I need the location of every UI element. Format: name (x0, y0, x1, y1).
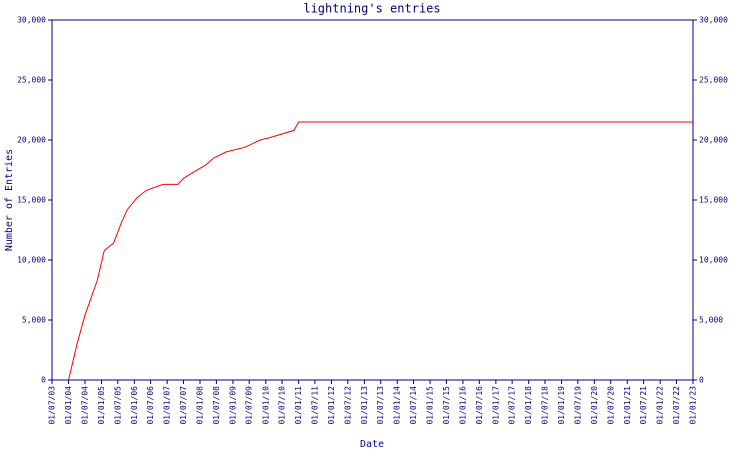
y-tick-label: 20,000 (17, 136, 46, 145)
y-tick-label: 0 (41, 376, 46, 385)
y2-tick-label: 30,000 (699, 16, 728, 25)
y-axis-label: Number of Entries (4, 149, 15, 251)
y-tick-label: 5,000 (22, 316, 46, 325)
x-tick-label: 01/07/21 (639, 386, 648, 425)
x-tick-label: 01/01/07 (163, 386, 172, 425)
y2-tick-label: 5,000 (699, 316, 723, 325)
x-tick-label: 01/07/11 (310, 386, 319, 425)
y2-tick-label: 10,000 (699, 256, 728, 265)
x-tick-label: 01/01/20 (590, 386, 599, 425)
x-tick-label: 01/01/06 (130, 386, 139, 425)
x-tick-label: 01/01/19 (557, 386, 566, 425)
x-tick-label: 01/01/12 (327, 386, 336, 425)
x-tick-label: 01/07/06 (146, 386, 155, 425)
x-tick-label: 01/07/10 (278, 386, 287, 425)
x-tick-label: 01/01/04 (64, 386, 73, 425)
x-tick-label: 01/07/14 (409, 386, 418, 425)
x-tick-label: 01/01/17 (491, 386, 500, 425)
x-tick-label: 01/07/15 (442, 386, 451, 425)
x-tick-label: 01/01/14 (393, 386, 402, 425)
x-tick-label: 01/01/16 (458, 386, 467, 425)
x-tick-label: 01/01/15 (426, 386, 435, 425)
x-tick-label: 01/01/23 (689, 386, 698, 425)
y2-tick-label: 25,000 (699, 76, 728, 85)
x-tick-label: 01/07/12 (343, 386, 352, 425)
x-tick-label: 01/07/07 (179, 386, 188, 425)
x-tick-label: 01/01/05 (97, 386, 106, 425)
x-tick-label: 01/07/19 (573, 386, 582, 425)
x-tick-label: 01/01/22 (656, 386, 665, 425)
plot-frame (51, 19, 694, 381)
x-tick-label: 01/07/17 (508, 386, 517, 425)
x-tick-label: 01/07/18 (540, 386, 549, 425)
x-tick-label: 01/01/11 (294, 386, 303, 425)
y-tick-label: 25,000 (17, 76, 46, 85)
y2-tick-label: 0 (699, 376, 704, 385)
y-tick-label: 15,000 (17, 196, 46, 205)
y-tick-label: 30,000 (17, 16, 46, 25)
x-tick-label: 01/01/10 (261, 386, 270, 425)
x-tick-label: 01/07/08 (212, 386, 221, 425)
y2-tick-label: 20,000 (699, 136, 728, 145)
x-axis-label: Date (360, 439, 384, 450)
y2-tick-label: 15,000 (699, 196, 728, 205)
x-tick-label: 01/01/21 (623, 386, 632, 425)
line-series (68, 121, 693, 381)
x-tick-label: 01/07/22 (672, 386, 681, 425)
x-tick-label: 01/07/16 (475, 386, 484, 425)
chart-title: lightning's entries (303, 2, 440, 16)
x-tick-label: 01/07/09 (245, 386, 254, 425)
x-tick-label: 01/07/05 (113, 386, 122, 425)
x-tick-label: 01/07/13 (376, 386, 385, 425)
x-tick-label: 01/01/08 (196, 386, 205, 425)
x-tick-label: 01/07/04 (80, 386, 89, 425)
x-tick-label: 01/01/09 (228, 386, 237, 425)
x-tick-label: 01/01/18 (524, 386, 533, 425)
x-tick-label: 01/07/03 (48, 386, 57, 425)
y-tick-label: 10,000 (17, 256, 46, 265)
x-tick-label: 01/01/13 (360, 386, 369, 425)
x-tick-label: 01/07/20 (606, 386, 615, 425)
